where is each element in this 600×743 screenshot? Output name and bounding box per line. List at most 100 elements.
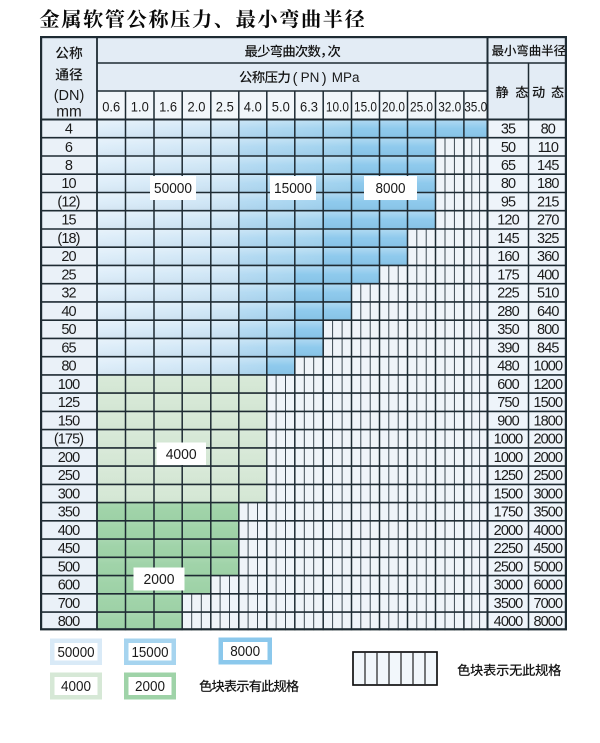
svg-text:50000: 50000 [58,645,95,661]
svg-text:120: 120 [497,213,519,229]
svg-text:640: 640 [537,304,559,320]
svg-text:145: 145 [537,158,559,174]
svg-text:25.0: 25.0 [410,99,433,115]
svg-text:35.0: 35.0 [464,99,487,115]
svg-text:1.0: 1.0 [131,99,149,115]
svg-text:): ) [322,71,327,87]
svg-text:25: 25 [61,268,76,284]
svg-text:8000: 8000 [533,614,562,630]
svg-text:350: 350 [497,322,519,338]
svg-text:300: 300 [58,486,80,502]
svg-text:180: 180 [537,176,559,192]
svg-text:65: 65 [501,158,516,174]
svg-text:4.0: 4.0 [244,99,262,115]
svg-text:1250: 1250 [494,468,523,484]
svg-text:1200: 1200 [533,377,562,393]
svg-text:390: 390 [497,340,519,356]
svg-text:50: 50 [501,140,516,156]
svg-text:2.0: 2.0 [188,99,206,115]
svg-text:32: 32 [61,286,76,302]
svg-text:2500: 2500 [533,468,562,484]
svg-text:65: 65 [61,340,76,356]
svg-text:20: 20 [61,249,76,265]
svg-text:(: ( [293,71,298,87]
svg-text:10: 10 [61,176,76,192]
svg-text:4000: 4000 [166,447,197,463]
svg-text:32.0: 32.0 [438,99,461,115]
svg-text:3500: 3500 [533,505,562,521]
svg-text:2000: 2000 [135,679,165,695]
svg-text:800: 800 [58,614,80,630]
svg-text:145: 145 [497,231,519,247]
svg-text:900: 900 [497,413,519,429]
svg-text:450: 450 [58,541,80,557]
svg-text:80: 80 [61,359,76,375]
svg-text:95: 95 [501,195,516,211]
svg-text:3500: 3500 [494,596,523,612]
svg-text:2500: 2500 [494,559,523,575]
svg-text:0.6: 0.6 [102,99,120,115]
svg-text:270: 270 [537,213,559,229]
svg-text:80: 80 [501,176,516,192]
svg-text:1000: 1000 [494,432,523,448]
svg-text:360: 360 [537,249,559,265]
svg-text:500: 500 [58,559,80,575]
svg-text:1750: 1750 [494,505,523,521]
svg-text:3000: 3000 [533,486,562,502]
svg-text:700: 700 [58,596,80,612]
svg-text:400: 400 [58,523,80,539]
svg-text:1.6: 1.6 [159,99,177,115]
svg-text:4000: 4000 [61,679,91,695]
svg-text:4000: 4000 [533,523,562,539]
svg-text:350: 350 [58,505,80,521]
svg-text:20.0: 20.0 [382,99,405,115]
svg-text:8: 8 [65,158,73,174]
svg-text:6000: 6000 [533,578,562,594]
svg-text:1000: 1000 [533,359,562,375]
svg-text:4000: 4000 [494,614,523,630]
svg-text:(DN): (DN) [54,88,85,104]
svg-text:845: 845 [537,340,559,356]
svg-text:PN: PN [301,70,320,85]
svg-text:280: 280 [497,304,519,320]
svg-text:1500: 1500 [494,486,523,502]
svg-text:2.5: 2.5 [216,99,234,115]
svg-text:8000: 8000 [376,181,406,197]
svg-text:4500: 4500 [533,541,562,557]
svg-text:40: 40 [61,304,76,320]
svg-text:250: 250 [58,468,80,484]
svg-text:8000: 8000 [230,644,260,660]
svg-text:100: 100 [58,377,80,393]
svg-text:225: 225 [497,286,519,302]
svg-text:15000: 15000 [132,645,169,661]
svg-text:80: 80 [541,122,556,138]
svg-text:600: 600 [497,377,519,393]
svg-text:215: 215 [537,195,559,211]
svg-text:2000: 2000 [533,450,562,466]
svg-text:5000: 5000 [533,559,562,575]
svg-text:400: 400 [537,268,559,284]
svg-text:110: 110 [538,140,559,156]
svg-text:35: 35 [501,122,516,138]
svg-text:325: 325 [537,231,559,247]
svg-text:3000: 3000 [494,578,523,594]
svg-text:150: 150 [58,413,80,429]
svg-text:2000: 2000 [144,572,175,588]
svg-text:750: 750 [497,395,519,411]
svg-text:50000: 50000 [154,181,192,197]
svg-text:mm: mm [56,104,82,121]
svg-text:800: 800 [537,322,559,338]
svg-text:6.3: 6.3 [300,99,318,115]
svg-text:2000: 2000 [494,523,523,539]
svg-text:6: 6 [65,140,73,156]
svg-text:7000: 7000 [533,596,562,612]
svg-text:125: 125 [58,395,80,411]
svg-text:175: 175 [497,268,519,284]
svg-text:1500: 1500 [533,395,562,411]
svg-text:(18): (18) [57,231,79,247]
svg-text:200: 200 [58,450,80,466]
svg-text:480: 480 [497,359,519,375]
svg-text:4: 4 [65,122,73,138]
svg-text:1000: 1000 [494,450,523,466]
svg-text:50: 50 [61,322,76,338]
